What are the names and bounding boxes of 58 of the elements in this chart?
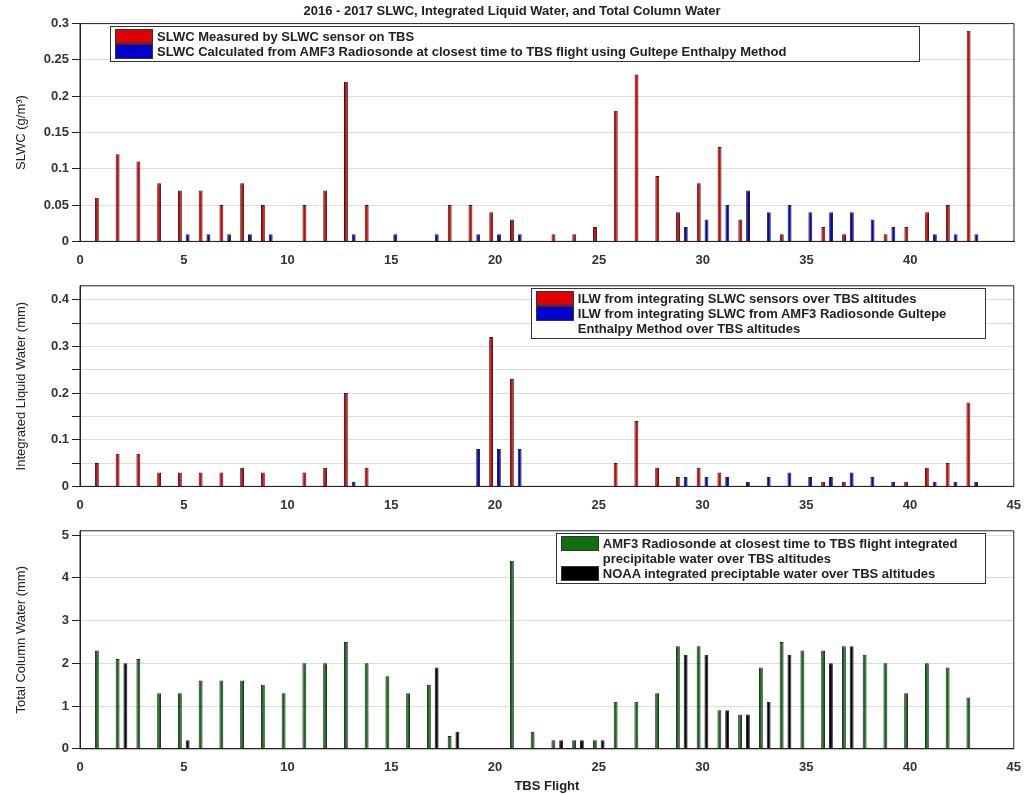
legend-label: NOAA integrated preciptable water over TBS altitudes [602,565,936,581]
legend-label: ILW from integrating SLWC from AMF3 Radiosonde Gultepe Enthalpy Method over TBS altitudes [577,305,948,336]
y-tick-label: 0.4 [50,291,70,307]
x-tick-label: 40 [902,759,918,775]
x-tick-label: 5 [180,759,188,775]
y-tick-label: 3 [61,612,69,628]
x-tick-label: 5 [180,496,188,512]
x-tick-label: 15 [384,251,399,267]
legend-label: SLWC Measured by SLWC sensor on TBS [157,28,415,44]
y-axis-title: Integrated Liquid Water (mm) [13,301,29,471]
y-tick-label: 1 [61,697,69,713]
y-axis-title: Total Column Water (mm) [13,566,29,714]
y-tick-label: 0.1 [50,431,69,447]
x-tick-label: 10 [280,251,295,267]
x-tick-label: 25 [591,496,606,512]
x-tick-label: 35 [799,759,814,775]
y-tick-label: 0.2 [50,384,69,400]
x-tick-label: 45 [1006,496,1021,512]
y-tick-label: 0 [61,232,69,248]
y-tick-label: 0.15 [43,124,69,140]
x-tick-label: 10 [280,759,295,775]
y-tick-label: 0.3 [50,338,69,354]
y-tick-label: 0.1 [50,160,69,176]
x-tick-label: 40 [902,496,918,512]
legend-label: SLWC Calculated from AMF3 Radiosonde at closest time to TBS flight using Gultepe Enthalpy Method [157,43,787,59]
x-tick-label: 15 [384,759,399,775]
x-tick-label: 15 [384,496,399,512]
x-tick-label: 20 [487,251,503,267]
x-tick-label: 0 [76,496,84,512]
y-tick-label: 2 [61,654,69,670]
y-tick-label: 5 [61,526,69,542]
x-tick-label: 0 [76,759,84,775]
x-tick-label: 30 [695,496,710,512]
y-tick-label: 0.3 [50,15,69,31]
x-tick-label: 10 [280,496,295,512]
x-tick-label: 5 [180,251,188,267]
y-tick-label: 0.25 [43,51,69,67]
x-tick-label: 0 [76,251,84,267]
y-tick-label: 4 [61,569,70,585]
legend-label: ILW from integrating SLWC sensors over TBS altitudes [577,290,917,306]
x-tick-label: 45 [1006,759,1021,775]
y-tick-label: 0 [61,740,69,756]
y-tick-label: 0.05 [43,196,69,212]
chart-title: 2016 - 2017 SLWC, Integrated Liquid Water, and Total Column Water [303,3,721,19]
y-axis-title: SLWC (g/m³) [13,95,29,170]
x-tick-label: 20 [487,759,503,775]
x-tick-label: 25 [591,251,607,267]
x-tick-label: 40 [902,251,918,267]
x-axis-title: TBS Flight [514,777,581,793]
x-tick-label: 20 [487,496,503,512]
y-tick-label: 0 [61,477,69,493]
y-tick-label: 0.2 [50,87,69,103]
x-tick-label: 30 [695,759,710,775]
x-tick-label: 25 [591,759,606,775]
x-tick-label: 35 [799,251,814,267]
legend-label: AMF3 Radiosonde at closest time to TBS flight integrated precipitable water over TBS altitudes [602,535,959,566]
x-tick-label: 35 [799,496,814,512]
x-tick-label: 30 [695,251,710,267]
